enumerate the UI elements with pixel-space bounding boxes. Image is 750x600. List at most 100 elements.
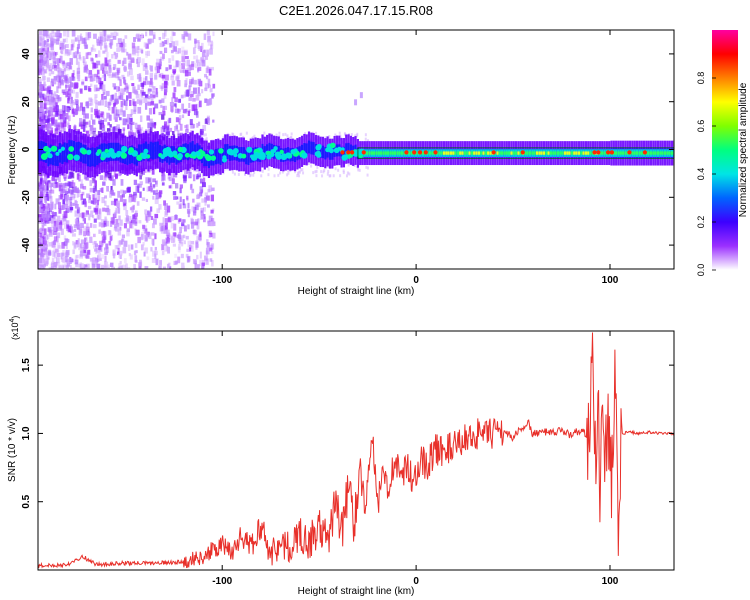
noise-speck — [41, 111, 45, 116]
noise-speck — [193, 206, 197, 214]
noise-speck — [343, 132, 346, 136]
band-peak — [556, 151, 560, 155]
noise-speck — [144, 94, 149, 99]
noise-speck — [181, 241, 184, 247]
noise-speck — [178, 65, 182, 72]
band-peak — [489, 151, 492, 155]
noise-speck — [46, 240, 49, 247]
noise-speck — [58, 113, 62, 120]
noise-speck — [166, 38, 170, 45]
noise-speck — [147, 88, 152, 94]
noise-speck — [39, 119, 44, 125]
noise-speck — [126, 51, 129, 56]
noise-speck — [38, 112, 42, 117]
spectrogram-y-tick-label: 20 — [21, 96, 32, 108]
noise-speck — [86, 193, 90, 198]
noise-speck — [203, 49, 206, 53]
noise-speck — [51, 203, 54, 210]
spectrogram-x-tick-label: -100 — [212, 275, 232, 286]
noise-speck — [103, 42, 107, 49]
noise-speck — [46, 38, 50, 42]
noise-speck — [122, 201, 126, 207]
noise-speck — [202, 125, 207, 131]
noise-speck — [161, 83, 164, 89]
noise-speck — [237, 172, 240, 176]
noise-speck — [152, 190, 156, 195]
noise-speck — [237, 167, 240, 171]
noise-speck — [53, 65, 57, 69]
noise-speck — [117, 44, 122, 52]
band-mid — [331, 147, 334, 160]
noise-speck — [184, 167, 188, 175]
noise-speck — [123, 205, 127, 211]
noise-speck — [67, 52, 71, 57]
noise-speck — [144, 213, 148, 221]
noise-speck — [128, 92, 132, 99]
band-spot — [60, 146, 66, 151]
noise-speck — [96, 41, 101, 47]
noise-speck — [161, 243, 165, 251]
noise-speck — [170, 75, 175, 81]
noise-speck — [168, 185, 172, 189]
noise-speck — [99, 245, 103, 252]
noise-speck — [228, 133, 231, 137]
noise-speck — [249, 173, 252, 177]
noise-speck — [43, 61, 47, 67]
band-peak — [663, 151, 667, 155]
noise-speck — [188, 97, 192, 102]
noise-speck — [161, 239, 166, 245]
noise-speck — [124, 100, 128, 106]
noise-speck — [85, 241, 89, 249]
band-mid — [84, 144, 87, 164]
noise-speck — [103, 118, 108, 122]
noise-speck — [155, 68, 159, 74]
colorbar-tick-label: 0.6 — [696, 120, 706, 133]
noise-speck — [89, 236, 93, 244]
noise-speck — [63, 177, 67, 181]
noise-speck — [192, 198, 195, 203]
noise-speck — [43, 95, 47, 100]
noise-speck — [96, 115, 101, 119]
noise-speck — [80, 102, 83, 108]
noise-speck — [38, 242, 41, 246]
noise-speck — [145, 216, 149, 223]
noise-speck — [38, 267, 41, 269]
noise-speck — [67, 62, 71, 67]
noise-speck — [74, 255, 78, 262]
noise-speck — [64, 191, 69, 195]
noise-speck — [177, 48, 181, 54]
noise-speck — [119, 260, 122, 265]
noise-speck — [79, 118, 83, 125]
noise-speck — [57, 202, 61, 209]
noise-speck — [70, 226, 73, 231]
band-spot — [241, 153, 247, 159]
noise-speck — [182, 199, 185, 206]
noise-speck — [197, 87, 200, 94]
noise-speck — [172, 243, 176, 247]
band-peak — [533, 151, 536, 155]
noise-speck — [39, 108, 44, 112]
noise-speck — [113, 113, 118, 120]
noise-speck — [326, 172, 329, 176]
band-mid — [93, 148, 97, 167]
noise-speck — [128, 117, 133, 125]
noise-speck — [188, 65, 192, 72]
noise-speck — [65, 91, 69, 98]
noise-speck — [159, 260, 162, 266]
noise-speck — [155, 87, 158, 95]
noise-speck — [68, 124, 72, 130]
noise-speck — [206, 30, 210, 36]
noise-speck — [119, 219, 123, 226]
band-peak — [656, 151, 660, 155]
noise-speck — [312, 171, 315, 175]
noise-speck — [120, 88, 124, 96]
noise-speck — [316, 165, 319, 169]
noise-speck — [83, 61, 87, 66]
noise-speck — [40, 238, 43, 244]
noise-speck — [38, 89, 42, 96]
noise-speck — [153, 123, 157, 129]
noise-speck — [148, 177, 152, 183]
noise-speck — [183, 169, 186, 173]
noise-speck — [141, 33, 144, 38]
noise-speck — [115, 245, 120, 250]
